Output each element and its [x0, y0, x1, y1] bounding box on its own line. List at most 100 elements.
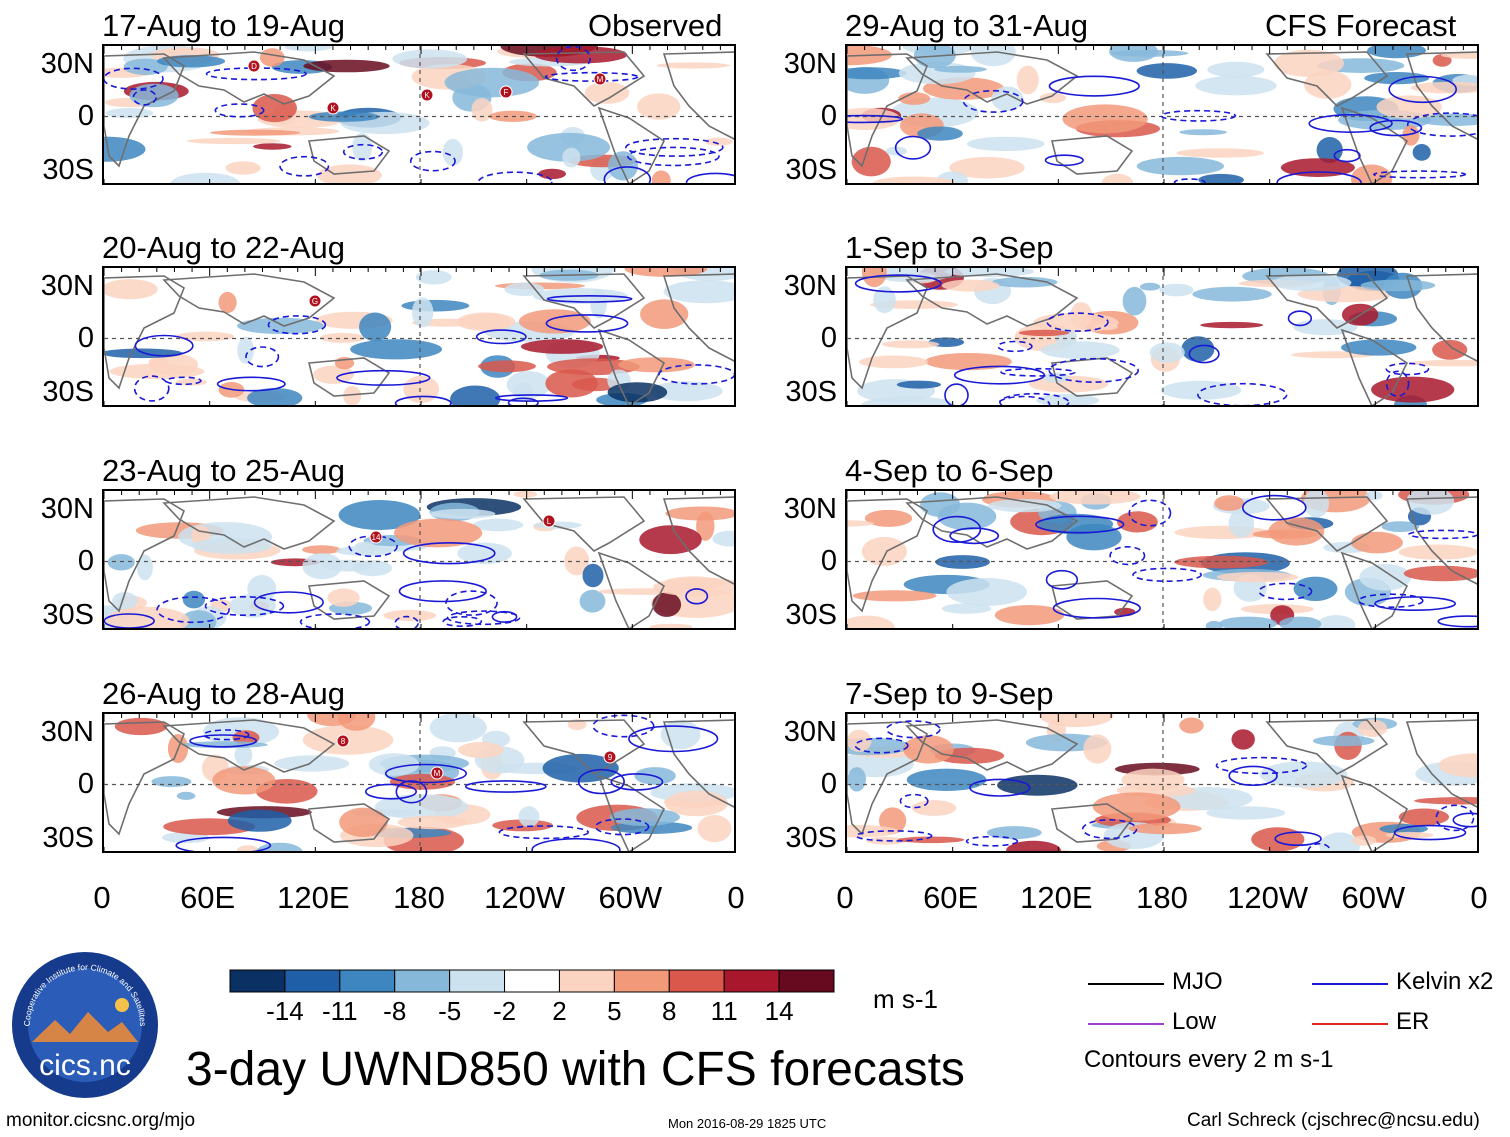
- kelvin-contour: [1333, 148, 1361, 163]
- anomaly-shading: [864, 509, 913, 527]
- anomaly-shading: [192, 537, 273, 554]
- storm-label: G: [312, 297, 318, 306]
- anomaly-shading: [997, 774, 1078, 796]
- kelvin-contour: [1035, 515, 1125, 534]
- anomaly-shading: [170, 172, 241, 183]
- anomaly-shading: [847, 67, 907, 80]
- anomaly-shading: [1136, 63, 1197, 79]
- anomaly-shading: [946, 578, 1027, 606]
- kelvin-contour: [445, 590, 498, 616]
- anomaly-shading: [1351, 531, 1403, 554]
- footer-url[interactable]: monitor.cicsnc.org/mjo: [6, 1110, 196, 1131]
- anomaly-shading: [1179, 717, 1204, 734]
- kelvin-contour: [894, 135, 932, 160]
- panel-title: 29-Aug to 31-Aug: [845, 8, 1089, 43]
- storm-label: M: [434, 769, 441, 778]
- anomaly-shading: [107, 554, 135, 571]
- storm-marker: F: [499, 85, 513, 99]
- anomaly-shading: [970, 46, 1016, 67]
- coastline: [847, 275, 928, 390]
- anomaly-shading: [1109, 46, 1159, 62]
- anomaly-shading: [1410, 81, 1477, 94]
- anomaly-shading: [1319, 832, 1360, 851]
- coastline: [597, 106, 666, 183]
- anomaly-shading: [129, 83, 179, 108]
- longitude-tick-label: 120E: [277, 880, 350, 915]
- anomaly-shading: [991, 86, 1024, 111]
- kelvin-contour: [299, 613, 371, 628]
- latitude-tick-label: 30S: [42, 599, 94, 631]
- anomaly-shading: [179, 610, 217, 628]
- anomaly-shading: [394, 518, 483, 548]
- kelvin-contour: [999, 392, 1070, 405]
- kelvin-contour: [279, 155, 330, 177]
- kelvin-contour: [544, 71, 639, 82]
- anomaly-shading: [212, 766, 276, 795]
- storm-marker: K: [326, 101, 340, 115]
- anomaly-shading: [1385, 831, 1434, 839]
- anomaly-shading: [337, 714, 376, 731]
- wind-anomaly-map: [845, 266, 1479, 407]
- kelvin-contour: [962, 89, 1024, 113]
- anomaly-shading: [403, 375, 440, 404]
- kelvin-contour: [855, 830, 933, 842]
- coastline: [597, 774, 666, 851]
- anomaly-shading: [1365, 491, 1383, 501]
- legend-line-swatch: [1312, 1023, 1388, 1025]
- anomaly-shading: [1293, 576, 1338, 601]
- anomaly-shading: [897, 836, 965, 844]
- kelvin-contour: [475, 329, 527, 345]
- anomaly-shading: [609, 808, 680, 826]
- storm-marker: K: [420, 88, 434, 102]
- coastline: [1265, 51, 1389, 107]
- anomaly-shading: [847, 615, 895, 628]
- longitude-tick-label: 0: [1470, 880, 1488, 915]
- anomaly-shading: [352, 560, 393, 577]
- kelvin-contour: [1046, 312, 1109, 332]
- anomaly-shading: [851, 146, 891, 177]
- coastline: [307, 580, 391, 620]
- anomaly-shading: [136, 554, 153, 581]
- anomaly-shading: [527, 132, 611, 162]
- kelvin-contour: [1308, 114, 1393, 134]
- coastline: [1050, 135, 1134, 175]
- anomaly-shading: [109, 363, 205, 379]
- coastline: [662, 51, 734, 140]
- anomaly-shading: [872, 176, 956, 183]
- anomaly-shading: [259, 48, 285, 67]
- kelvin-contour: [1408, 529, 1477, 540]
- latitude-tick-label: 30S: [785, 154, 837, 186]
- anomaly-shading: [302, 545, 341, 555]
- anomaly-shading: [1438, 753, 1477, 778]
- anomaly-shading: [866, 836, 907, 845]
- coastline: [662, 273, 734, 362]
- kelvin-contour: [342, 143, 384, 160]
- kelvin-contour: [854, 737, 909, 754]
- anomaly-shading: [896, 380, 942, 389]
- anomaly-shading: [949, 156, 1025, 179]
- anomaly-shading: [210, 129, 301, 136]
- anomaly-shading: [1406, 491, 1454, 515]
- anomaly-shading: [175, 378, 207, 386]
- coastline: [1405, 719, 1477, 808]
- coastline: [522, 51, 646, 107]
- anomaly-shading: [104, 606, 190, 628]
- anomaly-shading: [1279, 616, 1322, 628]
- longitude-tick-label: 60W: [598, 880, 663, 915]
- storm-label: D: [251, 62, 257, 71]
- kelvin-contour: [899, 793, 929, 809]
- anomaly-shading: [444, 67, 540, 98]
- longitude-tick-label: 0: [93, 880, 111, 915]
- kelvin-contour: [398, 580, 487, 603]
- anomaly-shading: [1039, 92, 1066, 104]
- coastline: [1340, 328, 1409, 405]
- anomaly-shading: [1006, 840, 1061, 851]
- kelvin-contour: [685, 588, 709, 605]
- anomaly-shading: [1174, 555, 1269, 569]
- kelvin-contour: [336, 369, 431, 386]
- anomaly-shading: [1149, 342, 1185, 363]
- colorbar-swatch: [449, 969, 506, 993]
- forecast-column-label: CFS Forecast: [1265, 8, 1457, 43]
- anomaly-shading: [1101, 173, 1134, 183]
- wind-anomaly-map: [845, 712, 1479, 853]
